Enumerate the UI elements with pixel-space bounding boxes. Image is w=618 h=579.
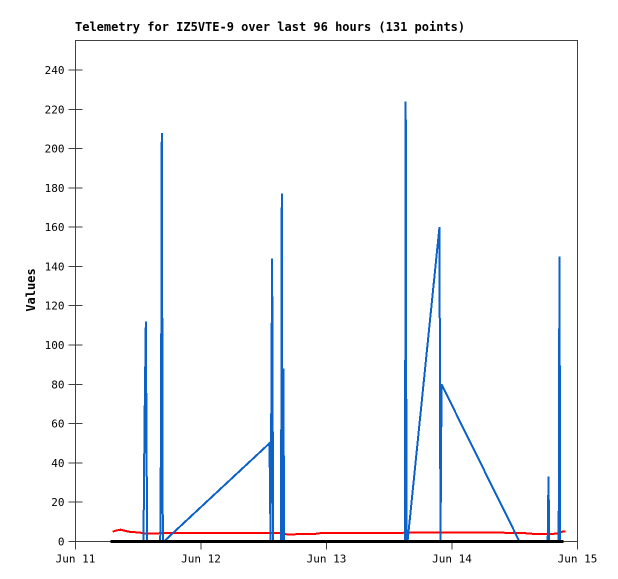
- y-tick-label: 60: [51, 418, 64, 431]
- x-tick-label: Jun 15: [558, 553, 598, 566]
- y-tick-label: 180: [45, 182, 65, 195]
- x-tick-label: Jun 13: [307, 553, 347, 566]
- series-blue-channel-line: [142, 101, 562, 543]
- y-tick-label: 80: [51, 378, 64, 391]
- y-tick-label: 160: [45, 221, 65, 234]
- chart-title: Telemetry for IZ5VTE-9 over last 96 hour…: [75, 20, 466, 34]
- y-tick-label: 200: [45, 143, 65, 156]
- y-tick-label: 100: [45, 339, 65, 352]
- x-tick-label: Jun 12: [181, 553, 221, 566]
- series-red-channel-line: [112, 528, 566, 536]
- plot-border: [75, 40, 578, 542]
- y-tick-label: 120: [45, 300, 65, 313]
- y-tick-label: 20: [51, 496, 64, 509]
- x-tick-label: Jun 11: [56, 553, 96, 566]
- y-tick-label: 240: [45, 64, 65, 77]
- y-tick-label: 220: [45, 103, 65, 116]
- y-tick-label: 40: [51, 457, 64, 470]
- y-tick-label: 140: [45, 260, 65, 273]
- y-tick-label: 0: [58, 536, 65, 549]
- x-tick-label: Jun 14: [432, 553, 472, 566]
